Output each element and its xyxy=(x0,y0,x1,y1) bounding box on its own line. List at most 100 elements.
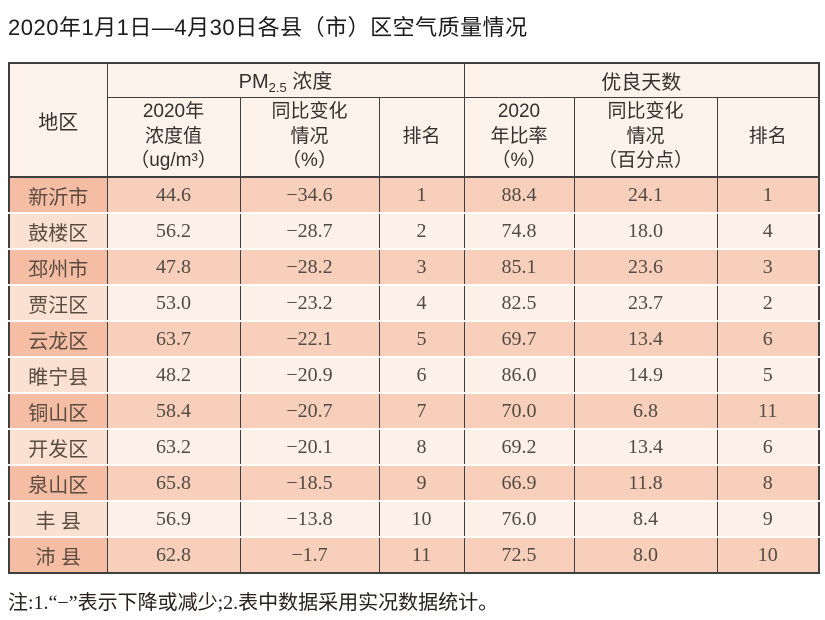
pm-change-cell: −13.8 xyxy=(239,500,380,537)
good-rank-cell: 5 xyxy=(716,356,820,393)
good-rank-cell: 6 xyxy=(716,320,820,357)
region-cell: 邳州市 xyxy=(8,248,108,285)
good-ratio-cell: 88.4 xyxy=(463,177,575,213)
table-row: 鼓楼区 56.2 −28.7 2 74.8 18.0 4 xyxy=(8,212,820,249)
pm-rank-cell: 2 xyxy=(378,212,465,249)
table-body: 新沂市 44.6 −34.6 1 88.4 24.1 1 鼓楼区 56.2 −2… xyxy=(8,177,820,573)
good-rank-cell: 6 xyxy=(716,428,820,465)
air-quality-table: 地区 PM2.5 浓度 优良天数 2020年 浓度值 （ug/m³） 同比变化 … xyxy=(8,62,821,574)
col-header-pm-rank: 排名 xyxy=(378,96,465,178)
col-group-pm25: PM2.5 浓度 xyxy=(106,62,465,98)
table-row: 丰 县 56.9 −13.8 10 76.0 8.4 9 xyxy=(8,500,820,537)
pm-rank-cell: 9 xyxy=(378,464,465,501)
pm-value-cell: 44.6 xyxy=(106,177,241,213)
good-change-cell: 11.8 xyxy=(573,464,718,501)
pm25-label-suffix: 浓度 xyxy=(286,71,333,94)
good-change-cell: 13.4 xyxy=(573,320,718,357)
good-ratio-cell: 70.0 xyxy=(463,392,575,429)
region-cell: 云龙区 xyxy=(8,320,108,357)
table-row: 睢宁县 48.2 −20.9 6 86.0 14.9 5 xyxy=(8,356,820,393)
good-rank-cell: 3 xyxy=(716,248,820,285)
good-rank-cell: 10 xyxy=(716,536,820,573)
col-header-good-rank: 排名 xyxy=(716,96,820,178)
col-header-pm-value: 2020年 浓度值 （ug/m³） xyxy=(106,96,241,178)
pm-change-cell: −20.7 xyxy=(239,392,380,429)
pm-value-cell: 56.9 xyxy=(106,500,241,537)
pm-rank-cell: 11 xyxy=(378,536,465,573)
good-ratio-cell: 69.7 xyxy=(463,320,575,357)
good-rank-cell: 9 xyxy=(716,500,820,537)
good-ratio-cell: 86.0 xyxy=(463,356,575,393)
col-group-good-days: 优良天数 xyxy=(463,62,820,98)
region-cell: 睢宁县 xyxy=(8,356,108,393)
good-change-cell: 18.0 xyxy=(573,212,718,249)
page-title: 2020年1月1日—4月30日各县（市）区空气质量情况 xyxy=(8,15,528,40)
col-header-pm-change: 同比变化 情况 （%） xyxy=(239,96,380,178)
good-rank-cell: 11 xyxy=(716,392,820,429)
table-row: 云龙区 63.7 −22.1 5 69.7 13.4 6 xyxy=(8,320,820,357)
pm-value-cell: 63.7 xyxy=(106,320,241,357)
region-cell: 新沂市 xyxy=(8,177,108,213)
region-cell: 丰 县 xyxy=(8,500,108,537)
col-header-region: 地区 xyxy=(8,62,108,178)
good-ratio-cell: 72.5 xyxy=(463,536,575,573)
header-sub-row: 2020年 浓度值 （ug/m³） 同比变化 情况 （%） 排名 2020 年比… xyxy=(9,96,820,178)
region-cell: 贾汪区 xyxy=(8,284,108,321)
pm-value-cell: 63.2 xyxy=(106,428,241,465)
region-cell: 泉山区 xyxy=(8,464,108,501)
pm-rank-cell: 6 xyxy=(378,356,465,393)
good-rank-cell: 8 xyxy=(716,464,820,501)
region-cell: 鼓楼区 xyxy=(8,212,108,249)
pm-rank-cell: 3 xyxy=(378,248,465,285)
pm-rank-cell: 7 xyxy=(378,392,465,429)
pm-rank-cell: 4 xyxy=(378,284,465,321)
pm-change-cell: −28.7 xyxy=(239,212,380,249)
pm-change-cell: −1.7 xyxy=(239,536,380,573)
pm25-label-subscript: 2.5 xyxy=(268,80,287,96)
good-change-cell: 13.4 xyxy=(573,428,718,465)
table-header: 地区 PM2.5 浓度 优良天数 2020年 浓度值 （ug/m³） 同比变化 … xyxy=(8,62,820,178)
good-change-cell: 24.1 xyxy=(573,177,718,213)
pm-change-cell: −18.5 xyxy=(239,464,380,501)
pm-value-cell: 58.4 xyxy=(106,392,241,429)
header-group-row: 地区 PM2.5 浓度 优良天数 xyxy=(8,62,820,178)
table-row: 邳州市 47.8 −28.2 3 85.1 23.6 3 xyxy=(8,248,820,285)
table-row: 泉山区 65.8 −18.5 9 66.9 11.8 8 xyxy=(8,464,820,501)
pm25-label-prefix: PM xyxy=(238,71,269,94)
pm-change-cell: −23.2 xyxy=(239,284,380,321)
good-change-cell: 8.4 xyxy=(573,500,718,537)
pm-rank-cell: 8 xyxy=(378,428,465,465)
col-header-good-change: 同比变化 情况 （百分点） xyxy=(573,96,718,178)
table-row: 铜山区 58.4 −20.7 7 70.0 6.8 11 xyxy=(8,392,820,429)
table-row: 沛 县 62.8 −1.7 11 72.5 8.0 10 xyxy=(8,536,820,573)
footnote: 注:1.“−”表示下降或减少;2.表中数据采用实况数据统计。 xyxy=(8,592,499,614)
region-cell: 开发区 xyxy=(8,428,108,465)
pm-change-cell: −20.9 xyxy=(239,356,380,393)
good-change-cell: 23.7 xyxy=(573,284,718,321)
pm-value-cell: 47.8 xyxy=(106,248,241,285)
good-ratio-cell: 66.9 xyxy=(463,464,575,501)
good-change-cell: 23.6 xyxy=(573,248,718,285)
pm-value-cell: 65.8 xyxy=(106,464,241,501)
pm-rank-cell: 1 xyxy=(378,177,465,213)
good-change-cell: 6.8 xyxy=(573,392,718,429)
good-ratio-cell: 74.8 xyxy=(463,212,575,249)
table-row: 新沂市 44.6 −34.6 1 88.4 24.1 1 xyxy=(8,177,820,213)
pm-value-cell: 48.2 xyxy=(106,356,241,393)
pm-change-cell: −20.1 xyxy=(239,428,380,465)
good-change-cell: 14.9 xyxy=(573,356,718,393)
pm-rank-cell: 10 xyxy=(378,500,465,537)
pm-change-cell: −34.6 xyxy=(239,177,380,213)
table-row: 贾汪区 53.0 −23.2 4 82.5 23.7 2 xyxy=(8,284,820,321)
region-cell: 沛 县 xyxy=(8,536,108,573)
good-ratio-cell: 82.5 xyxy=(463,284,575,321)
pm-value-cell: 56.2 xyxy=(106,212,241,249)
good-ratio-cell: 69.2 xyxy=(463,428,575,465)
good-rank-cell: 1 xyxy=(716,177,820,213)
good-rank-cell: 2 xyxy=(716,284,820,321)
pm-change-cell: −28.2 xyxy=(239,248,380,285)
good-ratio-cell: 85.1 xyxy=(463,248,575,285)
region-cell: 铜山区 xyxy=(8,392,108,429)
good-rank-cell: 4 xyxy=(716,212,820,249)
